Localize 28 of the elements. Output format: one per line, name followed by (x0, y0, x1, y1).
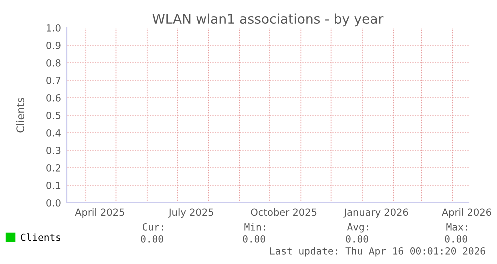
y-tick-label: 0.9 (46, 42, 61, 50)
y-tick-label: 0.7 (46, 76, 61, 84)
legend-label: Clients (21, 234, 61, 242)
text: Cur: (142, 223, 164, 231)
x-tick-label: July 2025 (168, 208, 214, 218)
y-tick-label: 0.4 (46, 129, 61, 137)
text: 0.00 (141, 235, 164, 243)
x-tick-label: April 2026 (442, 208, 492, 218)
text: Max: (446, 224, 468, 231)
text: Avg: (347, 224, 368, 233)
text: Last update: Thu Apr 16 00:01:20 2026 (270, 247, 486, 257)
y-tick-label: 0.6 (46, 94, 61, 102)
text: 0.00 (243, 235, 266, 243)
text: Min: (244, 223, 266, 231)
y-axis-title: Clients (16, 98, 25, 133)
y-tick-label: 1.0 (47, 24, 61, 32)
x-tick-label: October 2025 (251, 208, 317, 216)
x-tick-label: January 2026 (344, 208, 408, 218)
text: 0.00 (445, 235, 468, 243)
y-tick-label: 0.5 (46, 112, 61, 120)
y-tick-label: 0.0 (46, 199, 61, 207)
text: 0.00 (346, 235, 368, 243)
y-tick-label: 0.8 (46, 59, 61, 67)
chart-title: WLAN wlan1 associations - by year (152, 14, 384, 27)
y-tick-label: 0.3 (46, 146, 61, 154)
y-tick-label: 0.2 (46, 164, 60, 172)
x-tick-label: April 2025 (75, 208, 124, 218)
y-tick-label: 0.1 (46, 182, 61, 190)
